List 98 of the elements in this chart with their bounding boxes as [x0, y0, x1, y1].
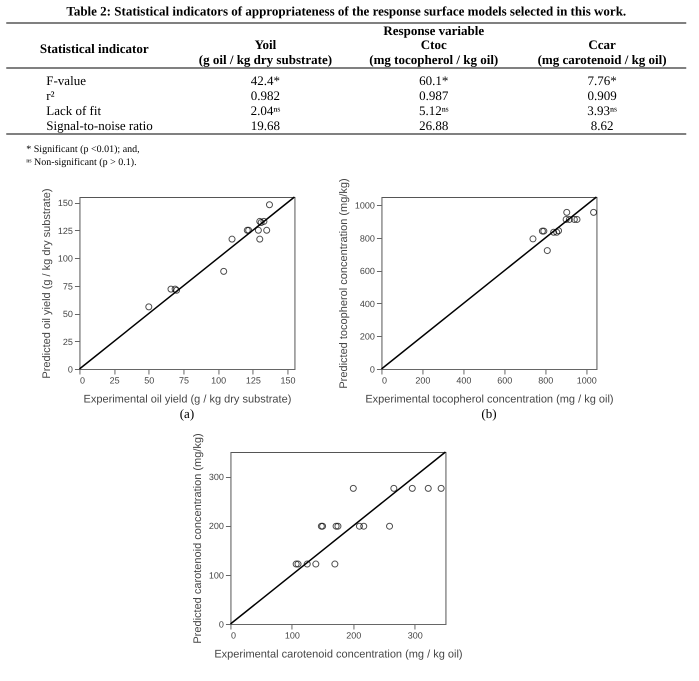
- y-axis-title: Predicted oil yield (g / kg dry substrate): [40, 188, 53, 379]
- x-axis-title: Experimental oil yield (g / kg dry substrate): [84, 394, 292, 406]
- y-tick-label: 100: [208, 570, 224, 580]
- x-tick-label: 0: [382, 376, 387, 386]
- point: [312, 560, 320, 568]
- y-tick-label: 600: [360, 266, 375, 276]
- x-tick-label: 75: [178, 376, 189, 386]
- point: [167, 286, 174, 293]
- point: [350, 484, 357, 492]
- point: [260, 218, 268, 225]
- data-label: 0.909: [587, 88, 617, 103]
- point: [360, 522, 368, 530]
- y-tick-label: 200: [360, 332, 375, 342]
- data-label: 19.68: [250, 118, 280, 133]
- x-tick-label: 0: [230, 630, 236, 640]
- data-label: 60.1*: [419, 73, 448, 88]
- text: Ccar (mg carotenoid / kg oil): [538, 37, 667, 67]
- y-tick-label: 0: [218, 620, 224, 630]
- data-label: 2.04ⁿˢ: [250, 103, 280, 118]
- x-tick-label: 300: [408, 630, 423, 640]
- y-tick-label: 300: [208, 472, 224, 482]
- point: [573, 216, 580, 223]
- data-label: 8.62: [590, 118, 614, 133]
- point: [294, 560, 302, 568]
- x-tick-label: 1000: [576, 376, 597, 386]
- text: (b): [481, 406, 497, 421]
- text: * Significant (p <0.01); and,: [26, 144, 140, 155]
- y-tick-label: 200: [208, 521, 224, 532]
- y-tick-label: 400: [360, 298, 375, 309]
- x-tick-label: 400: [456, 376, 472, 386]
- point: [424, 484, 432, 492]
- x-tick-label: 100: [284, 630, 300, 640]
- category-label: Signal-to-noise ratio: [46, 118, 153, 133]
- point: [228, 236, 236, 243]
- y-tick-label: 125: [58, 226, 73, 236]
- y-axis-title: Predicted tocopherol concentration (mg/kg): [338, 178, 350, 389]
- x-axis-title: Experimental carotenoid concentration (mg / kg oil): [214, 648, 463, 660]
- data-label: 5.12ⁿˢ: [418, 103, 449, 118]
- point: [356, 522, 363, 530]
- category-label: r²: [46, 88, 55, 103]
- point: [544, 247, 551, 254]
- text: Yoil (g oil / kg dry substrate): [198, 37, 332, 67]
- text: ⁿˢ Non-significant (p > 0.1).: [26, 157, 137, 168]
- point: [562, 216, 570, 223]
- y-tick-label: 0: [68, 364, 73, 374]
- y-tick-label: 100: [58, 254, 73, 264]
- point: [555, 227, 562, 234]
- data-label: 42.4*: [250, 73, 280, 88]
- x-tick-label: 800: [538, 376, 554, 386]
- y-tick-label: 1000: [354, 200, 375, 211]
- legend-title: Response variable: [383, 23, 484, 38]
- data-label: 7.76*: [587, 73, 617, 88]
- point: [386, 522, 394, 530]
- point: [570, 216, 578, 223]
- point: [566, 216, 573, 223]
- x-tick-label: 0: [80, 376, 85, 386]
- text: (a): [180, 406, 194, 421]
- x-tick-label: 200: [415, 376, 430, 386]
- point: [266, 201, 273, 208]
- x-tick-label: 150: [280, 376, 296, 386]
- x-tick-label: 200: [346, 630, 362, 640]
- point: [438, 484, 445, 492]
- x-tick-label: 125: [246, 376, 261, 386]
- text: Statistical indicator: [40, 41, 149, 56]
- x-tick-label: 600: [497, 376, 512, 386]
- x-tick-label: 25: [110, 376, 120, 386]
- point: [529, 235, 536, 242]
- point: [256, 236, 264, 243]
- point: [590, 208, 598, 216]
- point: [304, 560, 311, 568]
- y-tick-label: 800: [360, 233, 375, 244]
- y-tick-label: 50: [62, 309, 73, 320]
- point: [331, 560, 338, 568]
- point: [408, 484, 416, 492]
- x-axis-title: Experimental tocopherol concentration (mg / kg oil): [365, 394, 614, 406]
- x-tick-label: 50: [144, 376, 154, 386]
- data-label: 26.88: [419, 118, 448, 133]
- point: [292, 560, 300, 568]
- category-label: Lack of fit: [46, 103, 102, 118]
- point: [390, 484, 398, 492]
- y-tick-label: 150: [58, 198, 73, 208]
- data-label: 0.982: [250, 88, 280, 103]
- data-label: 0.987: [419, 88, 449, 103]
- point: [263, 226, 270, 234]
- point: [563, 208, 570, 216]
- point: [553, 228, 560, 236]
- point: [145, 303, 152, 310]
- point: [254, 226, 262, 234]
- data-label: 3.93ⁿˢ: [587, 103, 618, 118]
- text: Table 2: Statistical indicators of appropriateness of the response surface models selected in this work.: [66, 4, 626, 18]
- point: [550, 228, 558, 236]
- y-tick-label: 25: [62, 336, 73, 347]
- point: [220, 268, 228, 275]
- y-tick-label: 0: [370, 364, 375, 374]
- text: Ctoc (mg tocopherol / kg oil): [369, 37, 498, 67]
- y-axis-title: Predicted carotenoid concentration (mg/kg): [192, 433, 204, 644]
- category-label: F-value: [46, 73, 86, 88]
- y-tick-label: 75: [62, 281, 73, 292]
